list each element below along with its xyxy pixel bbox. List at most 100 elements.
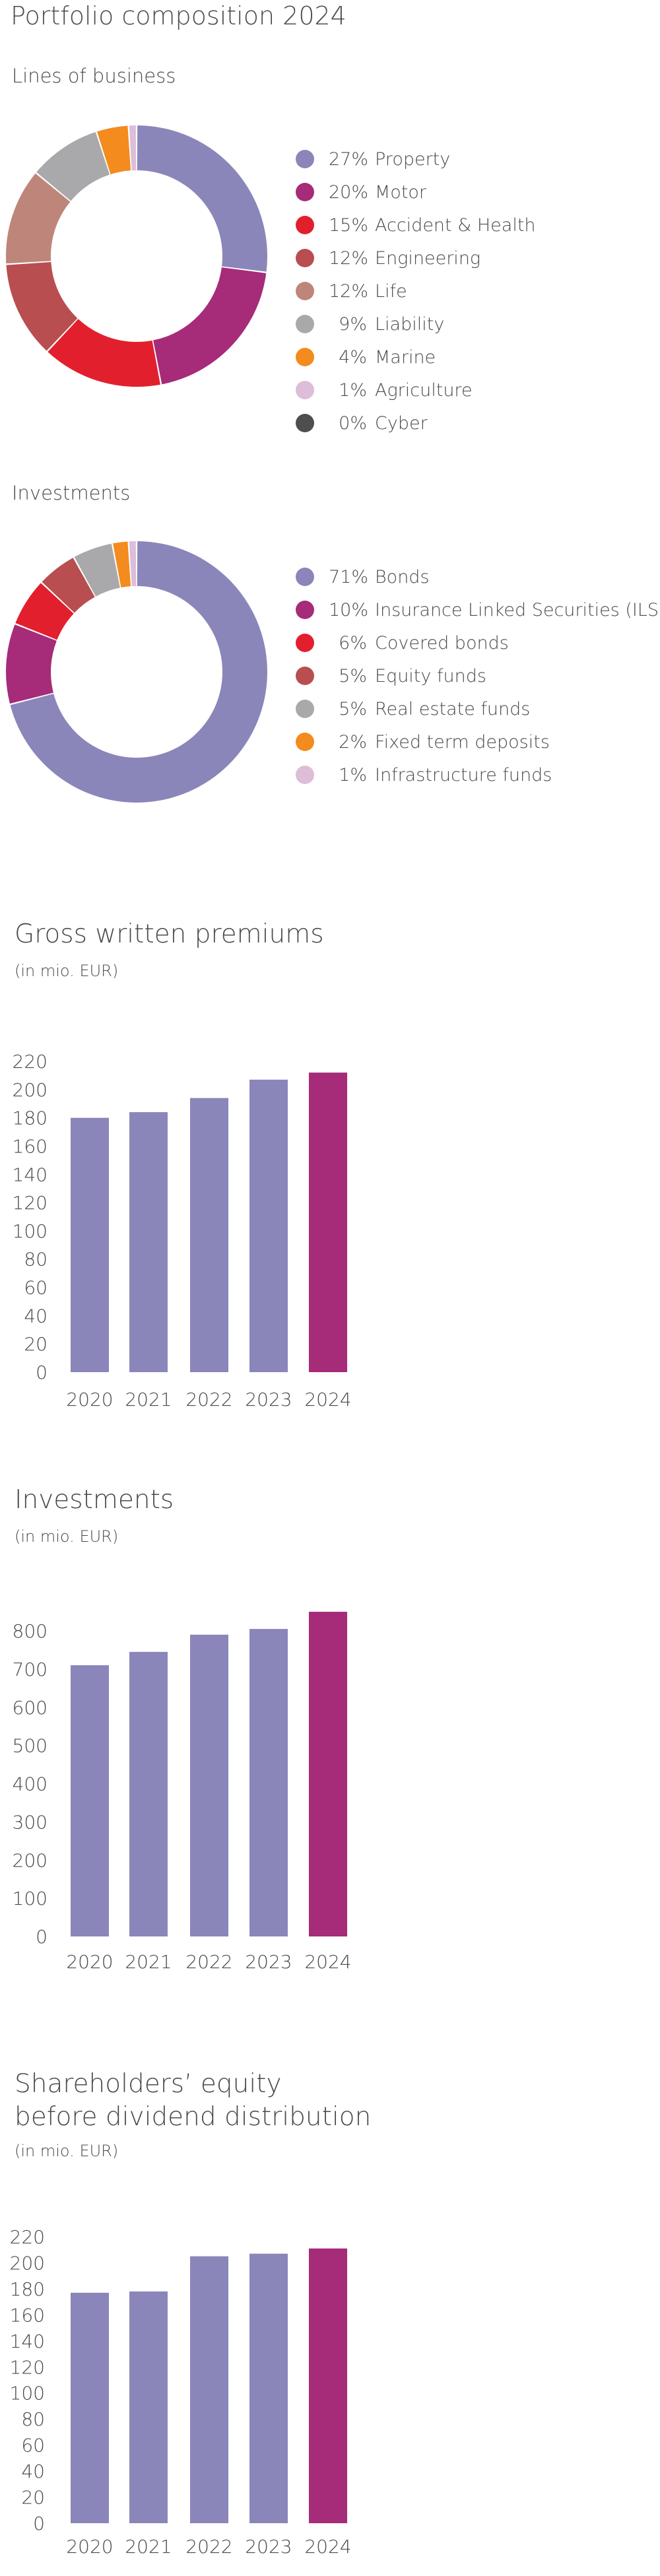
legend-percentage: 27% [329,149,369,170]
x-tick-label: 2021 [125,1951,172,1973]
legend-swatch [296,414,314,432]
legend-item: 4% Marine [296,341,536,374]
legend-label: Motor [375,182,427,203]
legend-item: 0% Cyber [296,407,536,440]
y-tick-label: 40 [21,2460,45,2482]
bar-chart: 0 20 40 60 80 100 120 140 160 180 200 220 2020 2021 20… [10,2226,352,2558]
legend-item: 12% Engineering [296,242,536,275]
y-tick-label: 140 [13,1164,48,1185]
legend-label: Cyber [375,413,428,434]
donut-title: Lines of business [12,65,176,87]
bar-2021 [129,2291,168,2523]
legend-label: Real estate funds [375,698,531,719]
legend-percentage: 4% [339,347,367,368]
legend-label: Agriculture [375,380,473,401]
x-tick-label: 2023 [245,1389,292,1410]
chart-unit: (in mio. EUR) [15,962,119,980]
legend-swatch [296,315,314,333]
x-tick-label: 2023 [245,2536,292,2558]
x-tick-label: 2024 [304,1951,351,1973]
y-tick-label: 160 [10,2304,45,2326]
donut-slice [36,132,110,201]
donut-slice [5,624,57,704]
legend-item: 6% Covered bonds [296,626,660,659]
y-tick-label: 160 [13,1135,48,1157]
donut-title: Investments [12,482,131,504]
donut-slice [153,267,267,385]
legend-item: 5% Equity funds [296,659,660,692]
donut-chart [5,125,267,387]
y-tick-label: 180 [10,2278,45,2300]
legend-swatch [296,601,314,619]
x-tick-label: 2021 [125,1389,172,1410]
y-tick-label: 800 [13,1620,48,1642]
donut-slice [74,543,120,597]
y-tick-label: 80 [24,1249,48,1271]
bar-2022 [190,1098,228,1372]
legend-swatch [296,700,314,718]
y-tick-label: 40 [24,1305,48,1327]
legend-item: 20% Motor [296,176,536,209]
legend-label: Fixed term deposits [375,731,550,752]
y-tick-label: 100 [13,1220,48,1242]
bar-chart: 0 100 200 300 400 500 600 700 800 2020 2021 2022 202… [13,1612,352,1973]
legend-swatch [296,667,314,685]
y-tick-label: 400 [13,1773,48,1795]
legend-label: Bonds [375,566,430,587]
y-tick-label: 0 [33,2513,45,2534]
bar-chart: 0 20 40 60 80 100 120 140 160 180 200 220 2020 2021 20… [13,1051,352,1410]
donut-slice [5,173,71,264]
y-tick-label: 140 [10,2330,45,2352]
y-tick-label: 60 [24,1277,48,1299]
y-tick-label: 600 [13,1697,48,1719]
legend-label: Equity funds [375,665,486,686]
donut-chart [5,541,268,803]
legend-percentage: 71% [329,566,369,587]
legend-percentage: 12% [329,248,369,269]
donut-legend: 27% Property 20% Motor 15% Accident & Health 1… [296,143,536,440]
legend-percentage: 5% [339,698,367,719]
legend-swatch [296,568,314,586]
x-tick-label: 2020 [66,1951,113,1973]
y-tick-label: 500 [13,1735,48,1757]
chart-title: Investments [15,1484,174,1517]
donut-slice [96,125,131,175]
legend-label: Marine [375,347,436,368]
legend-percentage: 9% [339,314,367,335]
donut-slice [129,541,137,587]
bar-2020 [71,1117,109,1372]
bar-2024 [309,1612,347,1936]
legend-percentage: 15% [329,215,369,236]
legend-label: Engineering [375,248,481,269]
y-tick-label: 300 [13,1811,48,1833]
x-tick-label: 2021 [125,2536,172,2558]
bar-2024 [309,2248,347,2523]
x-tick-label: 2020 [66,2536,113,2558]
donut-slice [137,125,267,272]
legend-label: Accident & Health [375,215,536,236]
y-tick-label: 100 [13,1888,48,1909]
donut-slice [15,583,74,640]
donut-slice [129,125,137,171]
bar-2023 [249,2253,288,2523]
legend-swatch [296,249,314,267]
bar-2020 [71,1665,109,1936]
donut-slice [6,261,78,351]
legend-item: 15% Accident & Health [296,209,536,242]
x-tick-label: 2023 [245,1951,292,1973]
chart-title: Shareholders’ equity before dividend dist… [15,2068,371,2134]
legend-label: Insurance Linked Securities (ILS) [375,599,660,620]
y-tick-label: 120 [10,2356,45,2378]
legend-swatch [296,634,314,652]
chart-title-line: Investments [15,1485,174,1515]
donut-slice [10,541,268,803]
legend-item: 2% Fixed term deposits [296,725,660,758]
legend-percentage: 12% [329,281,369,302]
legend-label: Life [375,281,407,302]
legend-swatch [296,216,314,234]
legend-swatch [296,733,314,751]
legend-item: 1% Infrastructure funds [296,758,660,791]
chart-unit: (in mio. EUR) [15,1527,119,1546]
legend-swatch [296,150,314,168]
y-tick-label: 700 [13,1659,48,1680]
